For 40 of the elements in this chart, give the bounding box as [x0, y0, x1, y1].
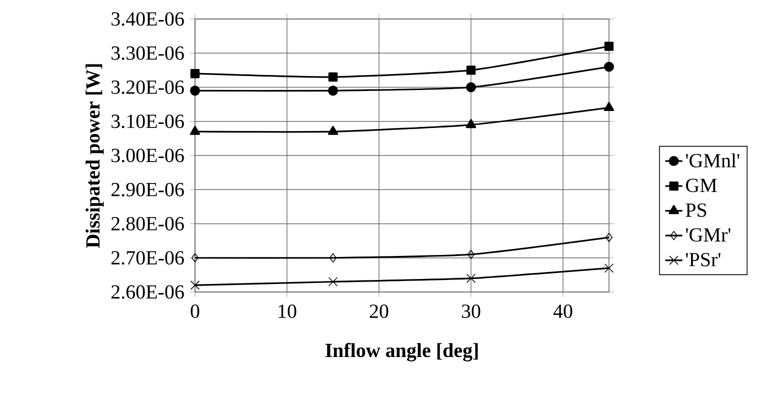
y-tick-label: 2.80E-06 [111, 216, 184, 231]
point [466, 82, 476, 92]
point [466, 274, 476, 283]
point [466, 66, 476, 75]
y-tick-label: 3.10E-06 [112, 114, 184, 128]
point [190, 126, 200, 135]
point [604, 42, 614, 51]
point [328, 277, 338, 286]
legend-label: GM [686, 178, 717, 192]
point [466, 118, 476, 128]
x-tick-label: 0 [190, 304, 200, 318]
y-axis-title: Dissipated power [W] [86, 64, 104, 248]
point [604, 62, 614, 72]
y-tick-label: 2.90E-06 [111, 182, 184, 196]
y-tick-label: 2.70E-06 [111, 251, 184, 265]
y-tick-label: 2.60E-06 [111, 285, 184, 299]
y-tick-label: 3.40E-06 [112, 12, 184, 26]
point [604, 263, 614, 273]
point [328, 72, 338, 82]
x-axis-title: Inflow angle [deg] [325, 342, 478, 362]
point [605, 232, 613, 242]
point [328, 126, 338, 135]
x-tick-label: 40 [553, 304, 572, 318]
legend-label: 'GMnl' [686, 153, 740, 168]
point [467, 250, 475, 260]
point [190, 86, 200, 96]
point [329, 253, 337, 262]
point [604, 102, 614, 112]
x-tick-label: 20 [370, 304, 388, 318]
legend-label: 'PSr' [686, 252, 720, 266]
y-tick-label: 3.30E-06 [112, 46, 184, 60]
legend-label: 'GMr' [686, 228, 730, 242]
point [328, 86, 338, 96]
x-tick-label: 10 [278, 304, 296, 318]
y-tick-label: 3.20E-06 [112, 80, 184, 94]
point [190, 68, 200, 78]
x-tick-label: 30 [462, 304, 480, 318]
point [191, 253, 199, 262]
legend-label: PS [686, 203, 706, 217]
y-tick-label: 3.00E-06 [112, 148, 184, 162]
